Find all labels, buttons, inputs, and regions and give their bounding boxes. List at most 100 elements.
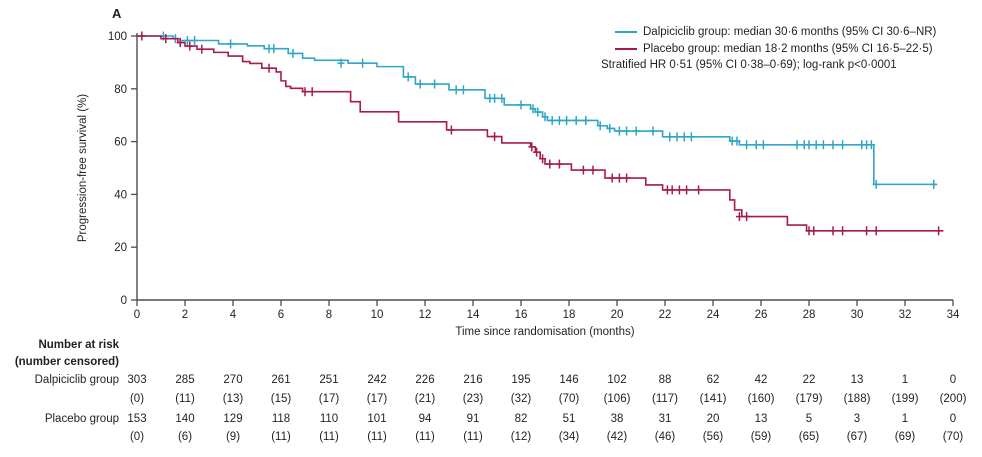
legend-item-placebo: Placebo group: median 18·2 months (95% C… — [601, 41, 936, 58]
x-tick-label: 4 — [230, 309, 237, 321]
x-tick-label: 26 — [755, 309, 768, 321]
at-risk-value: 13 — [850, 374, 864, 386]
at-risk-value: 118 — [271, 413, 291, 425]
at-risk-value: 226 — [415, 374, 435, 386]
at-risk-value: 242 — [367, 374, 387, 386]
censored-value: (12) — [510, 431, 532, 443]
censored-value: (141) — [699, 393, 727, 405]
censored-value: (13) — [222, 393, 244, 405]
placebo-line-swatch — [615, 47, 637, 50]
censored-value: (56) — [702, 431, 724, 443]
y-tick-label: 0 — [121, 295, 127, 307]
at-risk-value: 146 — [559, 374, 579, 386]
y-tick-label: 40 — [114, 189, 127, 201]
x-tick-label: 0 — [134, 309, 140, 321]
y-tick-label: 100 — [108, 31, 127, 43]
x-tick-label: 16 — [515, 309, 528, 321]
y-axis-title: Progression-free survival (%) — [77, 94, 89, 242]
at-risk-value: 62 — [706, 374, 720, 386]
at-risk-value: 1 — [901, 374, 909, 386]
at-risk-value: 3 — [853, 413, 861, 425]
at-risk-value: 270 — [223, 374, 243, 386]
y-tick-label: 20 — [114, 242, 127, 254]
placebo-series — [137, 31, 944, 236]
dalpiciclib-series — [137, 31, 938, 189]
x-tick-label: 30 — [851, 309, 864, 321]
censored-value: (69) — [894, 431, 916, 443]
risk-row-label-dalpiciclib: Dalpiciclib group — [34, 374, 119, 386]
censored-value: (160) — [747, 393, 775, 405]
at-risk-value: 153 — [127, 413, 147, 425]
at-risk-value: 110 — [319, 413, 339, 425]
at-risk-value: 5 — [805, 413, 813, 425]
censored-value: (70) — [558, 393, 580, 405]
at-risk-value: 42 — [754, 374, 768, 386]
censored-value: (59) — [750, 431, 772, 443]
y-tick-label: 60 — [114, 137, 127, 149]
placebo-censor-marks — [138, 31, 943, 236]
legend-note-stratified-hr: Stratified HR 0·51 (95% CI 0·38–0·69); l… — [601, 59, 897, 71]
censored-value: (11) — [367, 431, 387, 443]
censored-value: (32) — [510, 393, 532, 405]
at-risk-value: 20 — [706, 413, 720, 425]
censored-value: (17) — [366, 393, 388, 405]
risk-table-title: Number at risk — [38, 339, 119, 351]
x-tick-label: 2 — [182, 309, 188, 321]
x-tick-label: 6 — [278, 309, 284, 321]
at-risk-value: 88 — [658, 374, 672, 386]
at-risk-value: 38 — [610, 413, 624, 425]
x-tick-label: 20 — [611, 309, 624, 321]
censored-value: (0) — [129, 431, 145, 443]
censored-value: (11) — [271, 431, 291, 443]
x-axis-title: Time since randomisation (months) — [455, 326, 634, 338]
at-risk-value: 51 — [562, 413, 576, 425]
at-risk-value: 13 — [754, 413, 768, 425]
censored-value: (117) — [652, 393, 678, 405]
survival-curves — [137, 31, 944, 236]
at-risk-value: 261 — [271, 374, 291, 386]
at-risk-value: 129 — [223, 413, 243, 425]
at-risk-value: 0 — [949, 413, 957, 425]
at-risk-value: 82 — [514, 413, 528, 425]
censored-value: (42) — [606, 431, 628, 443]
censored-value: (67) — [846, 431, 868, 443]
censored-value: (179) — [795, 393, 823, 405]
censored-value: (200) — [939, 393, 967, 405]
censored-value: (0) — [129, 393, 145, 405]
censored-value: (9) — [225, 431, 241, 443]
censored-value: (188) — [843, 393, 871, 405]
censored-value: (34) — [558, 431, 580, 443]
at-risk-value: 0 — [949, 374, 957, 386]
x-tick-label: 32 — [899, 309, 912, 321]
censored-value: (11) — [415, 431, 435, 443]
at-risk-value: 216 — [463, 374, 483, 386]
at-risk-value: 91 — [466, 413, 480, 425]
x-tick-label: 12 — [419, 309, 432, 321]
censored-value: (17) — [318, 393, 340, 405]
at-risk-value: 101 — [367, 413, 387, 425]
censored-value: (11) — [319, 431, 339, 443]
at-risk-value: 1 — [901, 413, 909, 425]
at-risk-value: 195 — [511, 374, 531, 386]
x-tick-label: 28 — [803, 309, 816, 321]
legend-label-placebo: Placebo group: median 18·2 months (95% C… — [643, 42, 933, 55]
x-tick-label: 14 — [467, 309, 480, 321]
censored-value: (23) — [462, 393, 484, 405]
x-tick-label: 24 — [707, 309, 720, 321]
at-risk-value: 22 — [802, 374, 816, 386]
placebo-curve — [137, 35, 944, 232]
dalpiciclib-censor-marks — [159, 31, 938, 189]
censored-value: (70) — [942, 431, 964, 443]
x-tick-label: 18 — [563, 309, 576, 321]
censored-value: (21) — [414, 393, 436, 405]
legend-item-dalpiciclib: Dalpiciclib group: median 30·6 months (9… — [601, 24, 936, 41]
censored-value: (106) — [603, 393, 631, 405]
censored-value: (11) — [175, 393, 195, 405]
x-tick-label: 34 — [947, 309, 960, 321]
censored-value: (11) — [463, 431, 483, 443]
at-risk-value: 31 — [658, 413, 672, 425]
risk-row-label-placebo: Placebo group — [44, 413, 119, 425]
